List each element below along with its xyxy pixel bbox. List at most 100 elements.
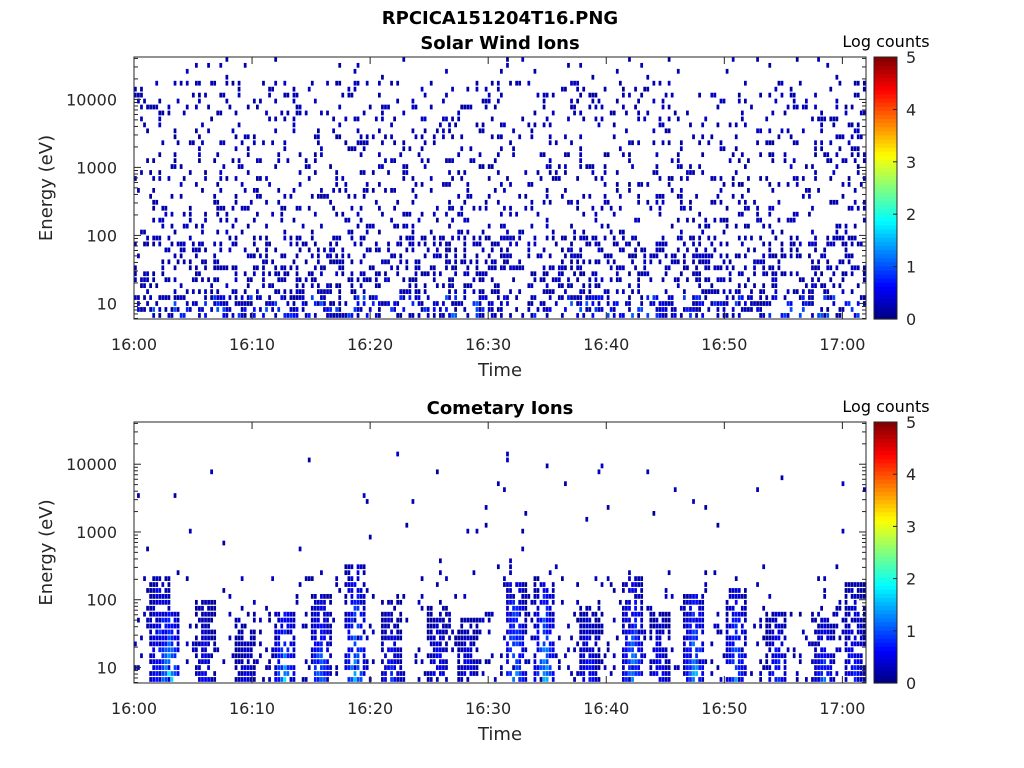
data-cell [762, 564, 766, 570]
data-cell [201, 677, 204, 682]
data-cell [820, 653, 823, 659]
data-cell [817, 677, 820, 682]
data-cell [701, 617, 705, 623]
data-cell [179, 80, 183, 86]
data-cell [631, 665, 634, 670]
data-cell [856, 611, 860, 617]
data-cell [469, 671, 473, 676]
data-cell [585, 629, 589, 635]
data-cell [585, 617, 589, 623]
data-cell [445, 641, 448, 647]
data-cell [445, 259, 448, 265]
data-cell [295, 104, 299, 110]
data-cell [432, 235, 436, 241]
data-cell [332, 128, 335, 134]
data-cell [286, 665, 290, 670]
data-cell [744, 122, 747, 128]
colorbar-segment [874, 621, 897, 627]
data-cell [640, 623, 644, 629]
data-cell [783, 653, 787, 659]
data-cell [274, 677, 278, 682]
data-cell [204, 677, 207, 682]
data-cell [759, 659, 762, 665]
data-cell [176, 623, 180, 629]
data-cell [841, 307, 845, 312]
data-cell [606, 505, 610, 510]
data-cell [768, 665, 772, 670]
data-cell [359, 588, 363, 593]
data-cell [658, 259, 662, 265]
data-cell [829, 241, 833, 247]
data-cell [371, 594, 375, 599]
data-cell [201, 277, 204, 283]
data-cell [542, 588, 546, 593]
data-cell [557, 271, 561, 277]
data-cell [143, 241, 146, 247]
data-cell [856, 122, 860, 128]
data-cell [137, 295, 140, 300]
data-cell [152, 576, 156, 581]
data-cell [673, 487, 677, 492]
data-cell [655, 164, 659, 169]
data-cell [475, 671, 479, 676]
data-cell [277, 188, 281, 193]
data-cell [500, 307, 503, 312]
data-cell [347, 582, 351, 587]
data-cell [716, 265, 720, 271]
data-cell [862, 277, 866, 283]
data-cell [493, 283, 497, 289]
data-cell [618, 277, 622, 283]
data-cell [362, 611, 366, 617]
data-cell [396, 629, 400, 635]
data-cell [747, 307, 750, 312]
data-cell [472, 241, 476, 247]
data-cell [216, 259, 220, 265]
data-cell [137, 188, 140, 193]
data-cell [167, 176, 171, 181]
data-cell [811, 205, 814, 211]
data-cell [771, 140, 775, 146]
data-cell [414, 283, 418, 289]
colorbar-tick-label: 5 [906, 413, 916, 432]
data-cell [582, 289, 586, 294]
data-cell [137, 253, 140, 259]
data-cell [353, 116, 357, 122]
data-cell [161, 629, 165, 635]
data-cell [304, 677, 308, 682]
data-cell [692, 235, 695, 241]
colorbar-segment [874, 601, 897, 607]
data-cell [478, 164, 482, 169]
data-cell [161, 205, 165, 211]
data-cell [289, 677, 293, 682]
data-cell [557, 277, 561, 283]
data-cell [521, 599, 525, 605]
data-cell [542, 647, 546, 653]
data-cell [460, 229, 464, 235]
data-cell [292, 128, 296, 134]
data-cell [259, 253, 262, 259]
data-cell [271, 283, 274, 289]
data-cell [313, 641, 317, 647]
data-cell [844, 110, 848, 116]
data-cell [496, 152, 500, 158]
data-cell [551, 617, 555, 623]
data-cell [597, 122, 601, 128]
data-cell [695, 313, 698, 318]
data-cell [304, 659, 308, 665]
data-cell [179, 247, 183, 253]
data-cell [820, 110, 823, 116]
data-cell [536, 253, 540, 259]
data-cell [298, 295, 302, 300]
data-cell [167, 641, 171, 647]
data-cell [689, 594, 692, 599]
data-cell [829, 86, 833, 92]
data-cell [207, 665, 210, 670]
data-cell [536, 635, 540, 641]
data-cell [515, 80, 518, 86]
data-cell [310, 80, 314, 86]
data-cell [564, 152, 567, 158]
colorbar-segment [874, 678, 897, 684]
data-cell [582, 665, 586, 670]
data-cell [152, 665, 156, 670]
data-cell [252, 265, 256, 271]
